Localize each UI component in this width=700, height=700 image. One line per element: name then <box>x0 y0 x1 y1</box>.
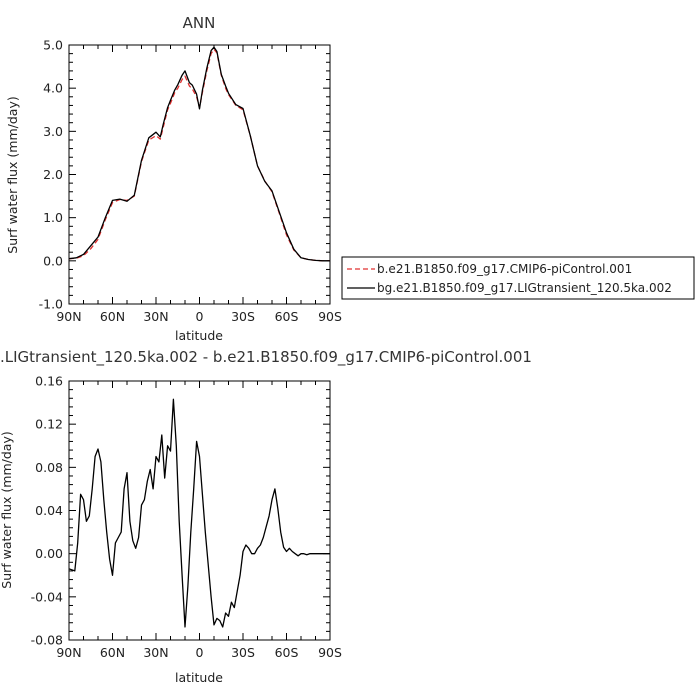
top-series-line-1 <box>68 46 330 262</box>
top-xtick-label: 90N <box>56 309 81 324</box>
bottom-ytick-label: 0.12 <box>35 417 63 432</box>
plot-layer: 90N 60N 30N 0 30S 60S 90S -1.0 0.0 1.0 2.0 3.0 4.0 5.… <box>31 38 342 661</box>
top-xtick-label: 60S <box>275 309 299 324</box>
top-xtick-label: 60N <box>100 309 125 324</box>
legend-box <box>341 256 695 300</box>
legend: b.e21.B1850.f09_g17.CMIP6-piControl.001 … <box>341 256 695 300</box>
legend-label-control: b.e21.B1850.f09_g17.CMIP6-piControl.001 <box>377 262 632 276</box>
bottom-plot-frame <box>68 380 331 641</box>
top-chart-ylabel: Surf water flux (mm/day) <box>5 96 20 253</box>
bottom-xtick-label: 90N <box>56 645 81 660</box>
bottom-chart-xlabel: latitude <box>175 670 223 685</box>
bottom-xtick-label: 30N <box>143 645 168 660</box>
top-xtick-label: 30N <box>143 309 168 324</box>
top-ytick-label: 3.0 <box>43 124 63 139</box>
bottom-xtick-label: 90S <box>318 645 342 660</box>
bottom-series-line-0 <box>68 398 330 628</box>
top-xtick-label: 90S <box>318 309 342 324</box>
top-ytick-label: 1.0 <box>43 210 63 225</box>
bottom-ytick-label: 0.08 <box>35 460 63 475</box>
bottom-ytick-label: 0.00 <box>35 546 63 561</box>
top-xtick-label: 0 <box>196 309 204 324</box>
bottom-xtick-label: 0 <box>196 645 204 660</box>
bottom-chart-title: .LIGtransient_120.5ka.002 - b.e21.B1850.… <box>0 348 532 367</box>
top-ytick-label: -1.0 <box>39 297 63 312</box>
top-ytick-label: 4.0 <box>43 81 63 96</box>
bottom-chart-ylabel: Surf water flux (mm/day) <box>0 431 14 588</box>
top-xtick-label: 30S <box>231 309 255 324</box>
bottom-ytick-label: 0.04 <box>35 503 63 518</box>
top-ytick-label: 5.0 <box>43 38 63 53</box>
top-plot-frame <box>68 44 331 305</box>
top-ytick-label: 2.0 <box>43 167 63 182</box>
bottom-chart: 90N 60N 30N 0 30S 60S 90S -0.08 -0.04 0.00 0.04 0.0… <box>31 374 342 661</box>
top-series-line-0 <box>68 48 330 262</box>
bottom-xtick-label: 30S <box>231 645 255 660</box>
bottom-xtick-label: 60S <box>275 645 299 660</box>
bottom-ytick-label: 0.16 <box>35 374 63 389</box>
bottom-ytick-label: -0.04 <box>31 589 63 604</box>
top-chart-title: ANN <box>183 14 216 32</box>
top-chart: 90N 60N 30N 0 30S 60S 90S -1.0 0.0 1.0 2.0 3.0 4.0 5.… <box>39 38 342 325</box>
legend-label-lig: bg.e21.B1850.f09_g17.LIGtransient_120.5k… <box>377 281 672 295</box>
bottom-xtick-label: 60N <box>100 645 125 660</box>
top-chart-xlabel: latitude <box>175 328 223 343</box>
top-ytick-label: 0.0 <box>43 253 63 268</box>
bottom-ytick-label: -0.08 <box>31 633 63 648</box>
